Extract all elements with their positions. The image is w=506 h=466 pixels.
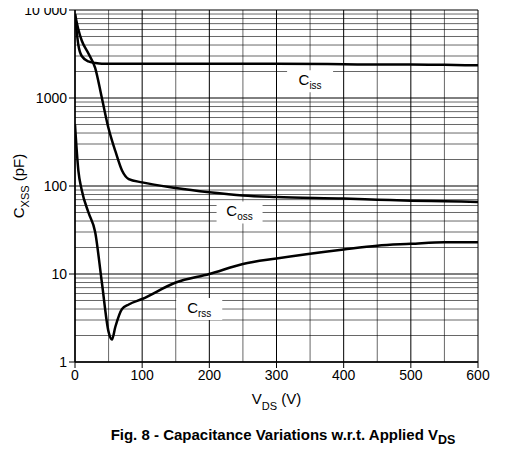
svg-text:10 000: 10 000 — [24, 8, 67, 18]
svg-text:CXSS (pF): CXSS (pF) — [10, 154, 31, 219]
svg-text:200: 200 — [198, 367, 222, 383]
svg-text:Crss: Crss — [187, 299, 211, 319]
svg-text:100: 100 — [44, 178, 68, 194]
svg-text:500: 500 — [399, 367, 423, 383]
svg-text:400: 400 — [332, 367, 356, 383]
svg-text:100: 100 — [130, 367, 154, 383]
svg-text:10: 10 — [51, 266, 67, 282]
svg-text:600: 600 — [466, 367, 490, 383]
svg-text:VDS (V): VDS (V) — [252, 390, 301, 412]
html-text:Fig. 8 - Capacitance Variation: Fig. 8 - Capacitance Variations w.r.t. A… — [110, 426, 456, 447]
svg-text:0: 0 — [71, 367, 79, 383]
svg-text:Coss: Coss — [226, 202, 252, 222]
svg-text:1000: 1000 — [36, 90, 67, 106]
svg-text:1: 1 — [59, 354, 67, 370]
svg-text:Ciss: Ciss — [299, 71, 322, 91]
svg-text:300: 300 — [265, 367, 289, 383]
